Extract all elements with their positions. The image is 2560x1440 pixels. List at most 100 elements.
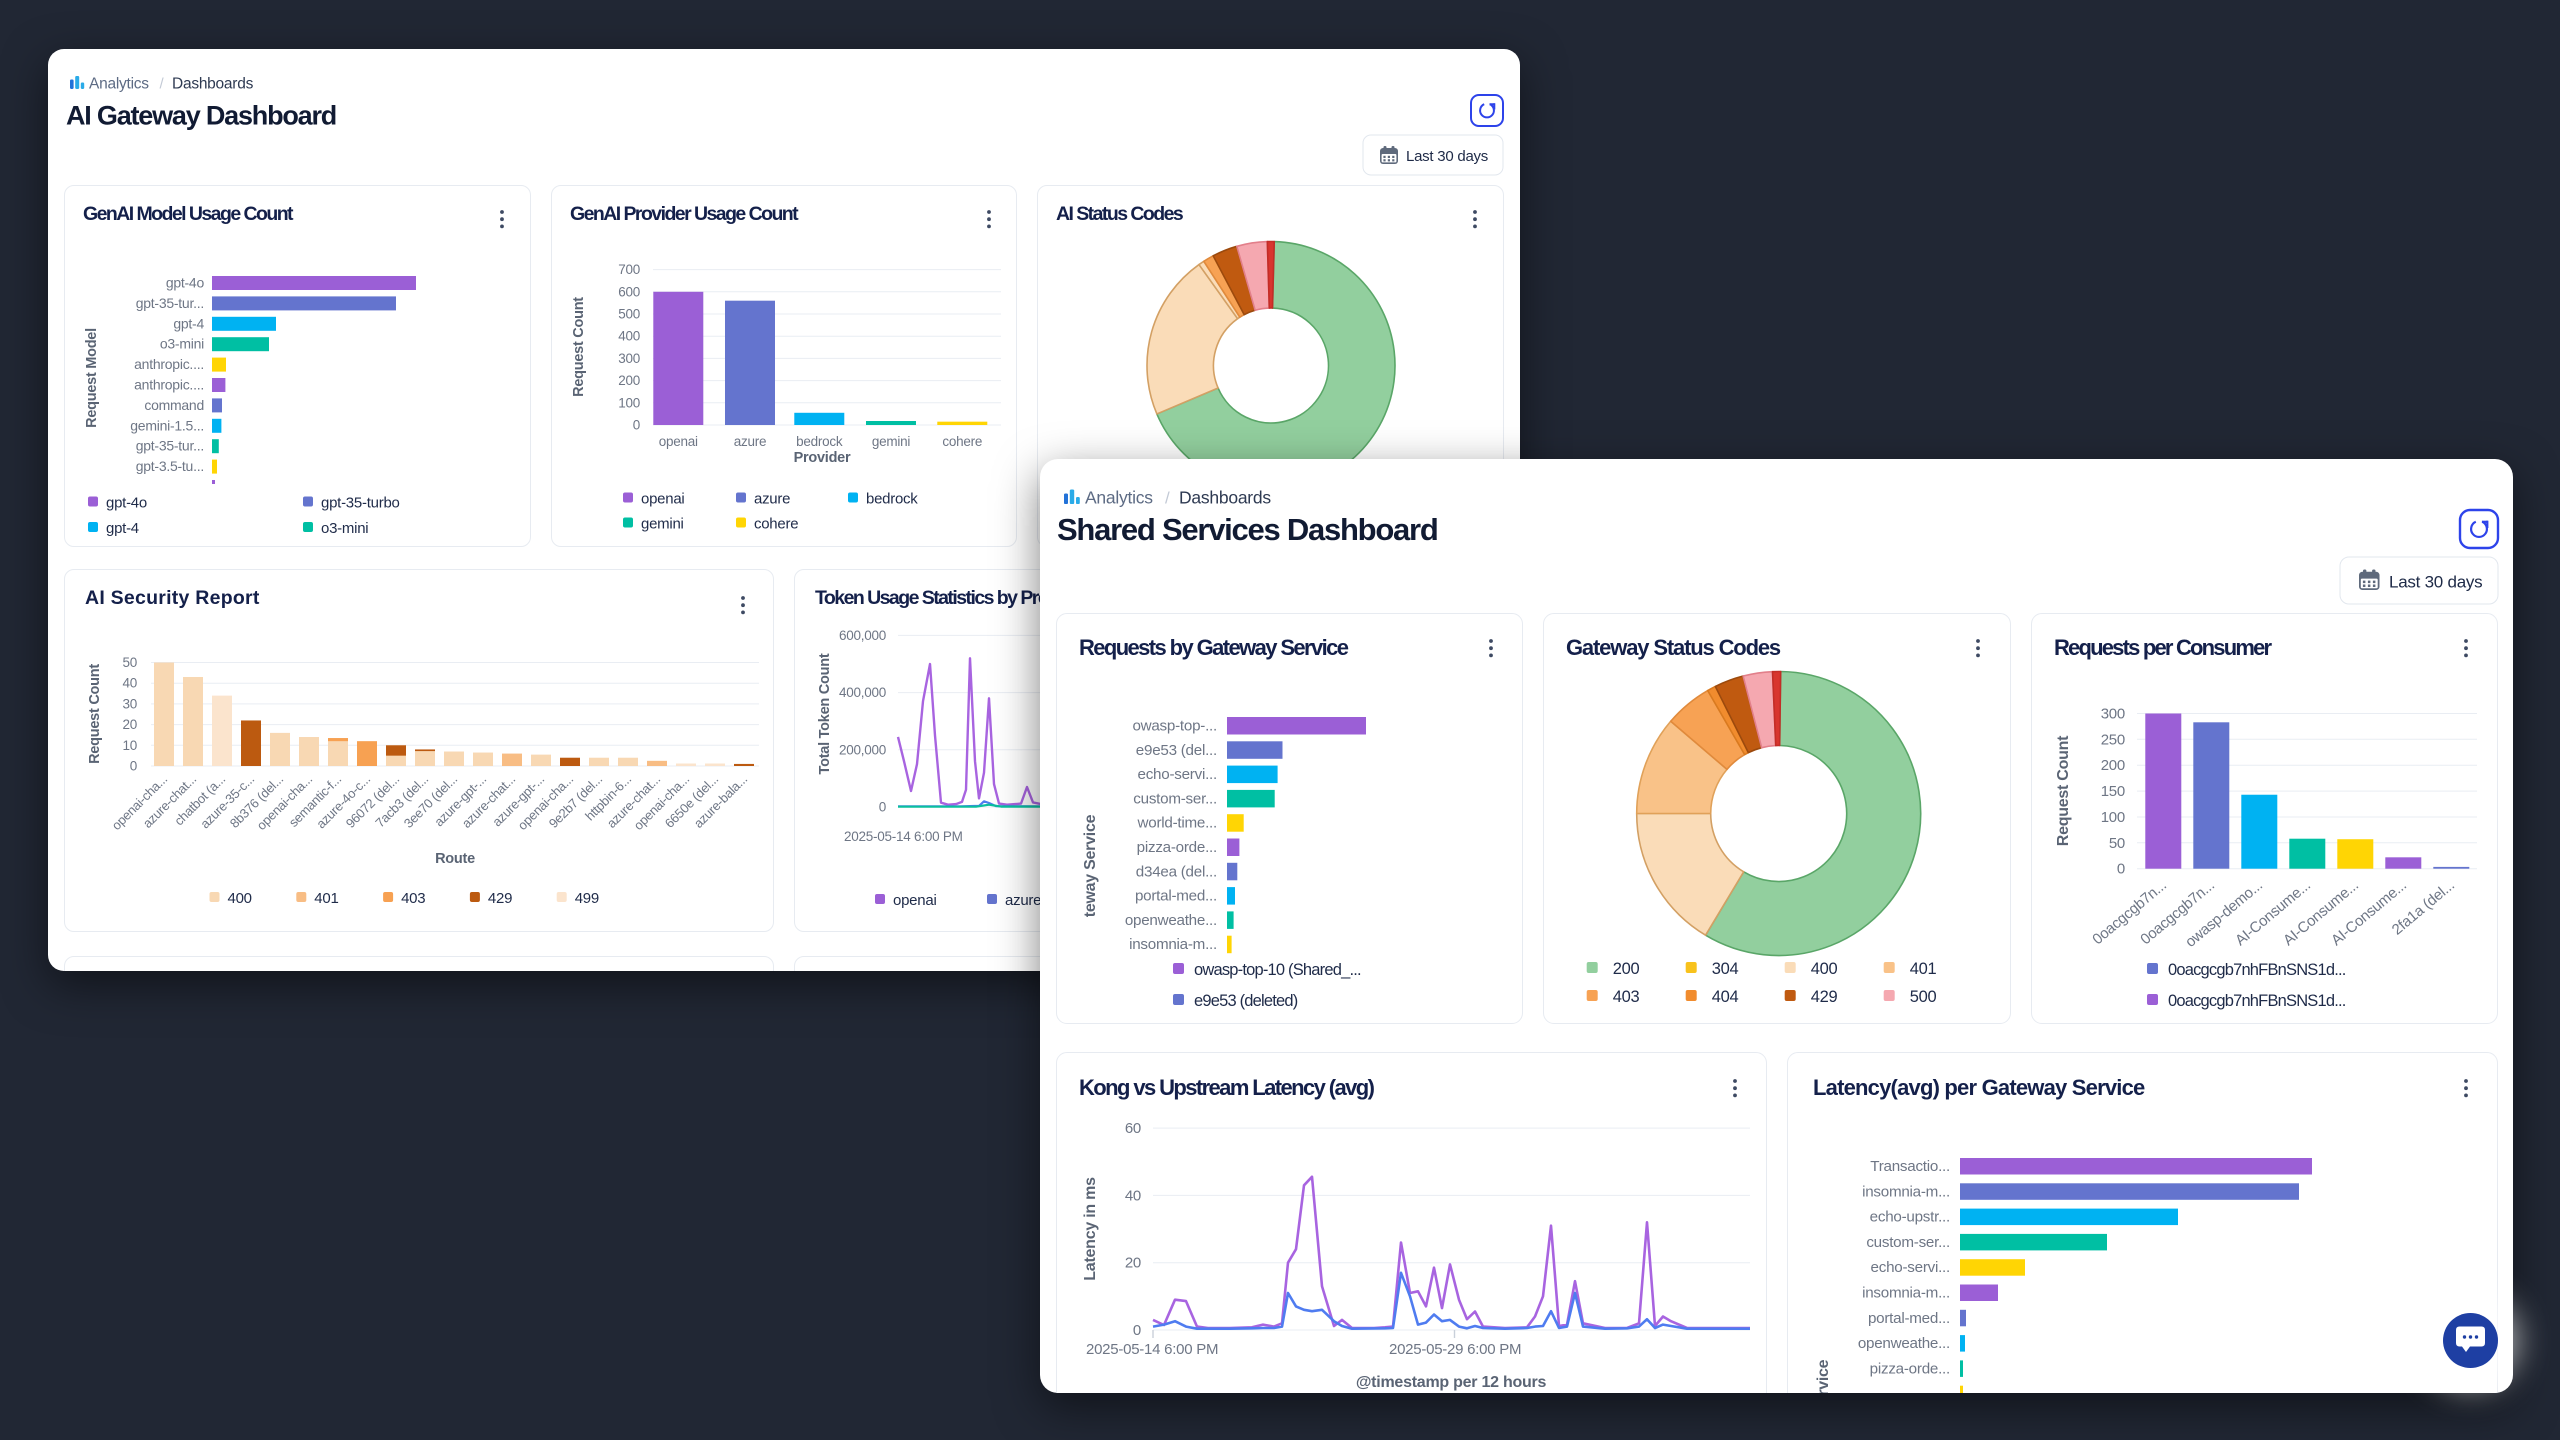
svg-text:400: 400	[618, 329, 640, 344]
svg-text:0: 0	[2117, 861, 2125, 878]
svg-text:openweathe...: openweathe...	[1858, 1335, 1950, 1352]
svg-text:openai: openai	[658, 434, 697, 449]
svg-text:azure: azure	[754, 490, 790, 507]
svg-text:Request Count: Request Count	[87, 664, 103, 764]
svg-text:portal-med...: portal-med...	[1135, 888, 1217, 905]
svg-text:40: 40	[1125, 1187, 1141, 1204]
svg-text:insomnia-m...: insomnia-m...	[1862, 1183, 1950, 1200]
svg-text:0: 0	[879, 800, 886, 815]
svg-text:404: 404	[1712, 988, 1739, 1006]
svg-text:openai: openai	[893, 892, 937, 909]
svg-text:0: 0	[130, 759, 137, 774]
svg-text:400: 400	[1811, 960, 1838, 978]
svg-text:e9e53 (deleted): e9e53 (deleted)	[1194, 992, 1298, 1010]
svg-text:200: 200	[2100, 757, 2124, 774]
svg-text:e9e53 (del...: e9e53 (del...	[1136, 742, 1217, 759]
svg-text:gpt-4o: gpt-4o	[166, 275, 205, 291]
svg-text:echo-upstr...: echo-upstr...	[1870, 1209, 1950, 1226]
svg-text:azure: azure	[1005, 892, 1041, 909]
svg-text:50: 50	[2109, 835, 2125, 852]
svg-text:gpt-4: gpt-4	[106, 520, 139, 537]
svg-text:429: 429	[1811, 988, 1838, 1006]
svg-text:200: 200	[1613, 960, 1640, 978]
svg-text:Requests by Gateway Service: Requests by Gateway Service	[1079, 635, 1349, 660]
svg-text:0: 0	[1133, 1322, 1141, 1339]
svg-text:gpt-4: gpt-4	[173, 315, 204, 331]
svg-text:250: 250	[2100, 731, 2124, 748]
svg-text:d34ea (del...: d34ea (del...	[1136, 863, 1217, 880]
svg-text:gemini: gemini	[872, 434, 910, 449]
svg-text:custom-ser...: custom-ser...	[1133, 790, 1217, 807]
svg-text:2025-05-29 6:00 PM: 2025-05-29 6:00 PM	[1389, 1341, 1521, 1358]
svg-text:custom-ser...: custom-ser...	[1866, 1234, 1950, 1251]
svg-text:anthropic....: anthropic....	[134, 376, 204, 392]
svg-text:pizza-orde...: pizza-orde...	[1137, 839, 1217, 856]
svg-text:403: 403	[1613, 988, 1640, 1006]
svg-text:Requests per Consumer: Requests per Consumer	[2054, 635, 2273, 660]
svg-text:700: 700	[618, 262, 640, 277]
svg-text:AI Security Report: AI Security Report	[85, 587, 260, 609]
svg-text:40: 40	[122, 676, 137, 691]
svg-text:echo-servi...: echo-servi...	[1138, 766, 1217, 783]
svg-text:owasp-top-10 (Shared_...: owasp-top-10 (Shared_...	[1194, 961, 1361, 979]
svg-text:Analytics: Analytics	[1085, 488, 1153, 508]
svg-text:Total Token Count: Total Token Count	[817, 653, 833, 774]
svg-text:500: 500	[1910, 988, 1937, 1006]
svg-text:ay Service: ay Service	[1815, 1359, 1832, 1393]
svg-text:500: 500	[618, 307, 640, 322]
svg-text:600,000: 600,000	[839, 628, 886, 643]
svg-text:o3-mini: o3-mini	[321, 520, 368, 537]
svg-text:azure: azure	[733, 434, 765, 449]
svg-text:10: 10	[122, 738, 137, 753]
svg-text:gemini: gemini	[641, 515, 684, 532]
svg-text:Last 30 days: Last 30 days	[2389, 573, 2482, 592]
svg-text:AI Status Codes: AI Status Codes	[1056, 203, 1184, 225]
svg-text:owasp-top-...: owasp-top-...	[1132, 718, 1217, 735]
svg-text:Analytics: Analytics	[89, 76, 149, 93]
svg-text:401: 401	[1910, 960, 1937, 978]
svg-text:world-time...: world-time...	[1137, 815, 1217, 832]
svg-text:command: command	[144, 397, 204, 413]
svg-text:Dashboards: Dashboards	[172, 76, 254, 93]
svg-text:300: 300	[2100, 705, 2124, 722]
svg-text:300: 300	[618, 351, 640, 366]
svg-text:403: 403	[401, 890, 425, 907]
svg-text:304: 304	[1712, 960, 1739, 978]
svg-text:30: 30	[122, 696, 137, 711]
svg-text:cohere: cohere	[942, 434, 982, 449]
svg-text:Provider: Provider	[793, 450, 850, 466]
svg-text:Request Count: Request Count	[2055, 735, 2072, 846]
svg-text:AI Gateway Dashboard: AI Gateway Dashboard	[66, 101, 336, 131]
svg-text:insomnia-m...: insomnia-m...	[1129, 936, 1217, 953]
svg-text:GenAI Model Usage Count: GenAI Model Usage Count	[83, 203, 294, 225]
svg-text:Request Model: Request Model	[84, 328, 100, 428]
svg-text:gpt-4o: gpt-4o	[106, 494, 147, 511]
svg-text:429: 429	[488, 890, 512, 907]
svg-text:cohere: cohere	[754, 515, 798, 532]
svg-text:0oacgcgb7nhFBnSNS1d...: 0oacgcgb7nhFBnSNS1d...	[2168, 992, 2346, 1010]
svg-text:401: 401	[314, 890, 338, 907]
svg-text:100: 100	[2100, 809, 2124, 826]
svg-text:499: 499	[575, 890, 599, 907]
svg-text:Kong vs Upstream Latency (avg): Kong vs Upstream Latency (avg)	[1079, 1075, 1375, 1100]
svg-text:teway Service: teway Service	[1082, 814, 1099, 917]
svg-text:400: 400	[228, 890, 252, 907]
svg-text:gpt-35-turbo: gpt-35-turbo	[321, 494, 400, 511]
svg-text:2025-05-14 6:00 PM: 2025-05-14 6:00 PM	[844, 829, 963, 844]
svg-text:/: /	[160, 76, 165, 93]
svg-text:Transactio...: Transactio...	[1870, 1158, 1950, 1175]
svg-text:gpt-35-tur...: gpt-35-tur...	[136, 438, 204, 454]
svg-text:0: 0	[632, 417, 639, 432]
svg-text:gpt-3.5-tu...: gpt-3.5-tu...	[136, 458, 204, 474]
svg-text:bedrock: bedrock	[866, 490, 918, 507]
svg-text:o3-mini: o3-mini	[160, 336, 204, 352]
svg-text:portal-med...: portal-med...	[1868, 1310, 1950, 1327]
svg-text:openweathe...: openweathe...	[1125, 912, 1217, 929]
svg-text:/: /	[1165, 489, 1170, 508]
svg-text:150: 150	[2100, 783, 2124, 800]
svg-text:Latency(avg) per Gateway Servi: Latency(avg) per Gateway Service	[1813, 1075, 2145, 1100]
svg-text:Request Count: Request Count	[571, 297, 587, 397]
svg-text:Shared Services Dashboard: Shared Services Dashboard	[1057, 512, 1438, 547]
svg-text:100: 100	[618, 395, 640, 410]
svg-text:insomnia-m...: insomnia-m...	[1862, 1285, 1950, 1302]
